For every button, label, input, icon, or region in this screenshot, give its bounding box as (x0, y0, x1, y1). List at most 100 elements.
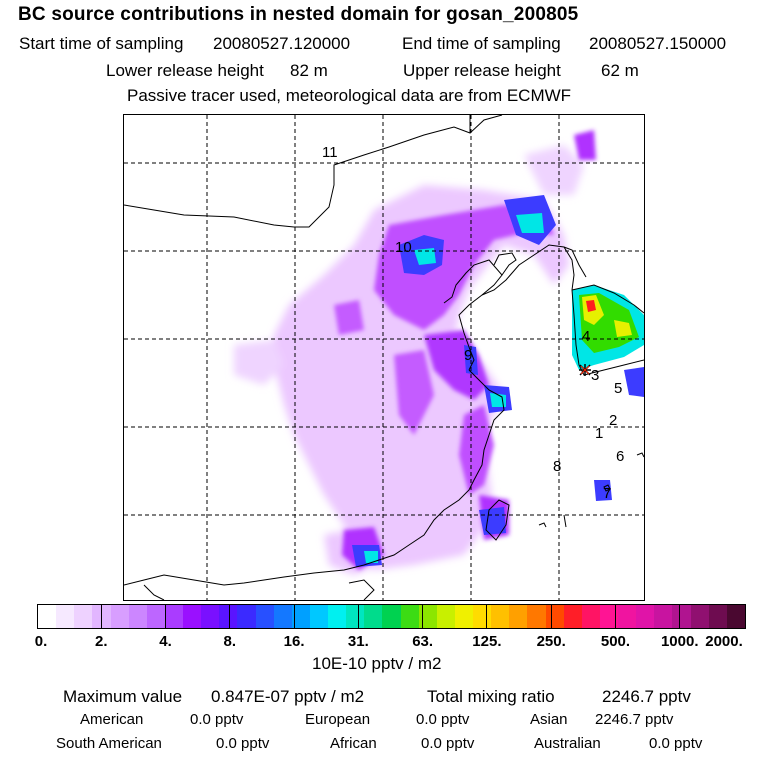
end-time-label: End time of sampling (402, 34, 561, 53)
colorbar-divider (293, 604, 295, 629)
lat-lon-grid (124, 115, 644, 600)
colorbar-divider (100, 604, 102, 629)
colorbar-segment (418, 605, 437, 628)
start-time-label: Start time of sampling (19, 34, 184, 53)
colorbar-segment (654, 605, 673, 628)
colorbar-tick-label: 250. (536, 633, 566, 650)
lower-height-value: 82 m (290, 61, 328, 80)
region-value-australian: 0.0 pptv (649, 735, 703, 752)
colorbar-segment (436, 605, 455, 628)
colorbar-divider (550, 604, 552, 629)
colorbar-segment (690, 605, 709, 628)
colorbar-segment (128, 605, 147, 628)
region-value-asian: 2246.7 pptv (595, 711, 674, 728)
colorbar-segment (328, 605, 347, 628)
colorbar-divider (357, 604, 359, 629)
max-value-label: Maximum value (63, 687, 183, 706)
colorbar-divider (679, 604, 681, 629)
region-name-australian: Australian (534, 735, 601, 752)
colorbar-segment (599, 605, 618, 628)
max-value: 0.847E-07 pptv / m2 (211, 687, 365, 706)
colorbar-segment (255, 605, 274, 628)
region-value-south-american: 0.0 pptv (216, 735, 270, 752)
colorbar-segment (545, 605, 564, 628)
colorbar-divider (229, 604, 231, 629)
colorbar-segment (56, 605, 75, 628)
colorbar-segment (527, 605, 546, 628)
colorbar-tick-label: 2000. (705, 633, 743, 650)
colorbar-segment (491, 605, 510, 628)
colorbar-segment (38, 605, 57, 628)
tracer-note: Passive tracer used, meteorological data… (127, 86, 572, 105)
map-panel: 11 10 9 4 3 5 2 1 6 8 7 (123, 114, 645, 601)
colorbar-segment (74, 605, 93, 628)
colorbar-segment (201, 605, 220, 628)
colorbar-divider (422, 604, 424, 629)
colorbar-tick-label: 0. (34, 633, 48, 650)
colorbar-segment (291, 605, 310, 628)
colorbar-segment (237, 605, 256, 628)
region-label-2: 2 (609, 412, 617, 429)
region-name-american: American (80, 711, 144, 728)
colorbar-units: 10E-10 pptv / m2 (312, 654, 442, 673)
colorbar-tick-label: 2. (95, 633, 108, 650)
colorbar-segment (473, 605, 492, 628)
receptor-highlight (580, 365, 590, 375)
region-label-6: 6 (616, 448, 624, 465)
colorbar-segment (346, 605, 365, 628)
colorbar-segment (708, 605, 727, 628)
end-time-value: 20080527.150000 (589, 34, 727, 53)
region-name-asian: Asian (530, 711, 568, 728)
colorbar-tick-label: 4. (159, 633, 172, 650)
start-time-value: 20080527.120000 (213, 34, 351, 53)
plume-blue (352, 195, 644, 567)
lower-height-label: Lower release height (106, 61, 264, 80)
region-label-9: 9 (464, 347, 472, 364)
region-label-11: 11 (322, 144, 338, 161)
colorbar-segment (364, 605, 383, 628)
colorbar-tick-label: 125. (472, 633, 502, 650)
colorbar-segment (273, 605, 292, 628)
total-mixing-value: 2246.7 pptv (602, 687, 691, 706)
region-label-7: 7 (603, 485, 611, 502)
source-contribution-map: 11 10 9 4 3 5 2 1 6 8 7 (124, 115, 644, 600)
colorbar-segment (581, 605, 600, 628)
colorbar-tick-label: 500. (600, 633, 631, 650)
colorbar-segment (618, 605, 637, 628)
map-title: BC source contributions in nested domain… (18, 4, 579, 25)
colorbar-divider (486, 604, 488, 629)
region-label-4: 4 (582, 328, 590, 345)
colorbar-segment (400, 605, 419, 628)
colorbar-segment (183, 605, 202, 628)
colorbar-divider (614, 604, 616, 629)
region-label-5: 5 (614, 380, 622, 397)
colorbar-segment (146, 605, 165, 628)
colorbar-segment (164, 605, 183, 628)
region-name-south-american: South American (56, 735, 162, 752)
colorbar-tick-label: 8. (223, 633, 237, 650)
colorbar-tick-label: 63. (412, 633, 434, 650)
colorbar-segment (726, 605, 745, 628)
colorbar-segment (110, 605, 129, 628)
region-label-3: 3 (591, 367, 599, 384)
colorbar-segment (509, 605, 528, 628)
region-value-american: 0.0 pptv (190, 711, 244, 728)
total-mixing-label: Total mixing ratio (427, 687, 555, 706)
region-name-european: European (305, 711, 371, 728)
region-value-european: 0.0 pptv (416, 711, 470, 728)
region-label-10: 10 (395, 239, 412, 256)
region-label-1: 1 (595, 425, 603, 442)
colorbar-segment (672, 605, 691, 628)
upper-height-label: Upper release height (403, 61, 561, 80)
colorbar-tick-label: 1000. (660, 633, 699, 650)
upper-height-value: 62 m (601, 61, 639, 80)
plume-korea-hotspot (572, 285, 644, 370)
colorbar-tick-label: 31. (347, 633, 369, 650)
region-value-african: 0.0 pptv (421, 735, 475, 752)
colorbar-segment (563, 605, 582, 628)
colorbar-segment (382, 605, 401, 628)
colorbar-tick-label: 16. (283, 633, 305, 650)
region-name-african: African (330, 735, 377, 752)
colorbar-segment (454, 605, 473, 628)
colorbar-divider (165, 604, 167, 629)
